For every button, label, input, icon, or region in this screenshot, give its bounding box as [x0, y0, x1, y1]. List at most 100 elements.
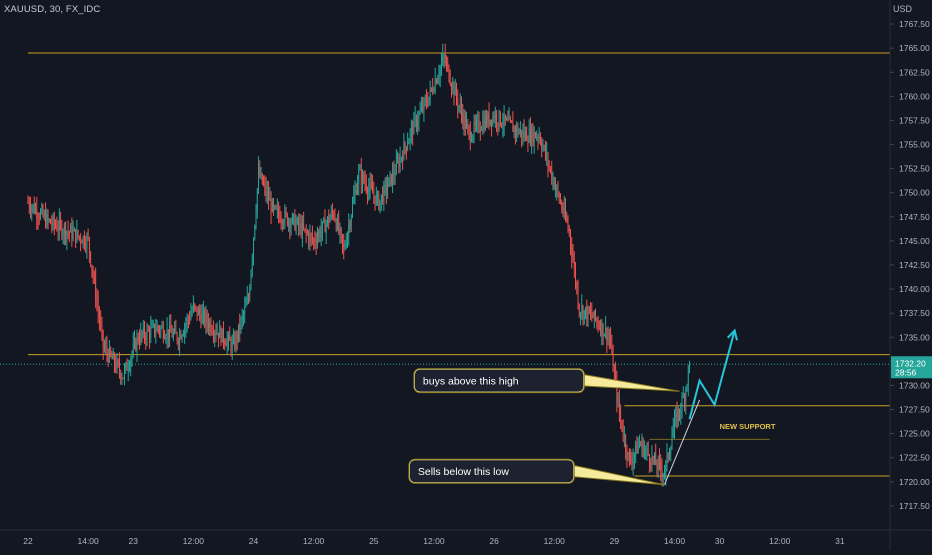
countdown-timer: 28:56 — [895, 367, 917, 377]
candle-body — [538, 136, 540, 139]
candle-body — [546, 154, 548, 156]
candle-body — [523, 131, 525, 138]
candle-body — [428, 96, 430, 105]
candle-body — [323, 219, 325, 222]
candle-body — [531, 128, 533, 143]
candle-body — [186, 317, 188, 324]
candle-body — [393, 171, 395, 176]
candle-body — [593, 310, 595, 318]
candle-body — [596, 319, 598, 322]
candle-body — [515, 127, 516, 133]
candle-body — [468, 126, 470, 132]
candle-body — [169, 325, 170, 338]
candle-body — [522, 131, 524, 137]
candle-body — [281, 221, 283, 224]
y-tick-label: 1720.00 — [899, 477, 930, 487]
candle-body — [156, 326, 158, 332]
candle-body — [517, 126, 519, 134]
y-tick-label: 1735.00 — [899, 332, 930, 342]
candle-body — [362, 173, 363, 184]
candle-body — [399, 157, 401, 167]
candle-body — [543, 146, 545, 148]
candle-body — [56, 226, 58, 230]
candle-body — [620, 413, 622, 420]
candle-body — [660, 461, 662, 470]
candle-body — [275, 206, 277, 209]
candle-body — [230, 340, 232, 351]
candle-body — [674, 417, 675, 430]
candle-body — [320, 230, 322, 237]
candle-body — [373, 193, 375, 196]
candle-body — [439, 67, 441, 76]
symbol-title[interactable]: XAUUSD, 30, FX_IDC — [4, 4, 101, 15]
candle-body — [608, 335, 610, 338]
candle-body — [147, 329, 149, 331]
candle-body — [655, 454, 657, 465]
candle-body — [322, 221, 323, 231]
candle-body — [598, 326, 600, 328]
candle-body — [654, 454, 655, 460]
candle-body — [536, 136, 538, 138]
candle-body — [258, 168, 259, 189]
candle-body — [35, 208, 36, 213]
candle-body — [73, 229, 75, 232]
candle-body — [662, 474, 664, 476]
candle-body — [196, 306, 198, 316]
candle-body — [194, 304, 196, 307]
candle-body — [685, 389, 687, 403]
candle-body — [86, 236, 88, 248]
candle-body — [37, 217, 39, 219]
x-tick-label: 25 — [369, 536, 379, 546]
candle-body — [310, 234, 312, 236]
candle-body — [244, 306, 246, 314]
candle-body — [644, 450, 645, 456]
candle-body — [597, 321, 599, 327]
candle-body — [290, 222, 292, 228]
candle-body — [528, 129, 530, 143]
candle-body — [511, 120, 512, 123]
candle-body — [383, 185, 385, 203]
candle-body — [467, 123, 469, 127]
candle-body — [154, 324, 155, 334]
x-tick-label: 29 — [610, 536, 620, 546]
candle-body — [474, 122, 476, 126]
y-tick-label: 1765.00 — [899, 43, 930, 53]
candle-body — [503, 114, 505, 125]
x-tick-label: 22 — [23, 536, 33, 546]
candle-body — [157, 326, 159, 329]
candle-body — [617, 399, 619, 401]
candle-body — [360, 169, 362, 184]
candle-body — [387, 186, 388, 192]
candle-body — [298, 218, 300, 227]
candle-body — [437, 78, 439, 84]
candle-body — [179, 334, 180, 345]
candle-body — [427, 103, 429, 105]
candle-body — [289, 220, 291, 228]
candle-body — [601, 323, 603, 334]
candle-body — [433, 90, 435, 92]
candle-body — [190, 313, 192, 320]
candle-body — [172, 332, 174, 338]
candle-body — [627, 452, 629, 458]
candle-body — [581, 306, 583, 314]
candle-body — [493, 116, 495, 120]
candle-body — [520, 129, 521, 132]
candle-body — [235, 334, 237, 348]
candle-body — [637, 445, 639, 454]
candle-body — [369, 183, 371, 189]
candle-body — [375, 194, 377, 204]
candle-body — [409, 131, 411, 141]
candle-body — [80, 236, 81, 242]
candle-body — [533, 132, 535, 143]
candle-body — [471, 139, 472, 142]
x-tick-label: 24 — [249, 536, 259, 546]
candle-body — [605, 328, 606, 335]
candle-body — [294, 214, 296, 230]
candle-body — [441, 62, 442, 68]
candle-body — [384, 184, 386, 186]
candle-body — [556, 186, 558, 189]
candle-body — [209, 322, 211, 328]
candle-body — [600, 327, 601, 334]
